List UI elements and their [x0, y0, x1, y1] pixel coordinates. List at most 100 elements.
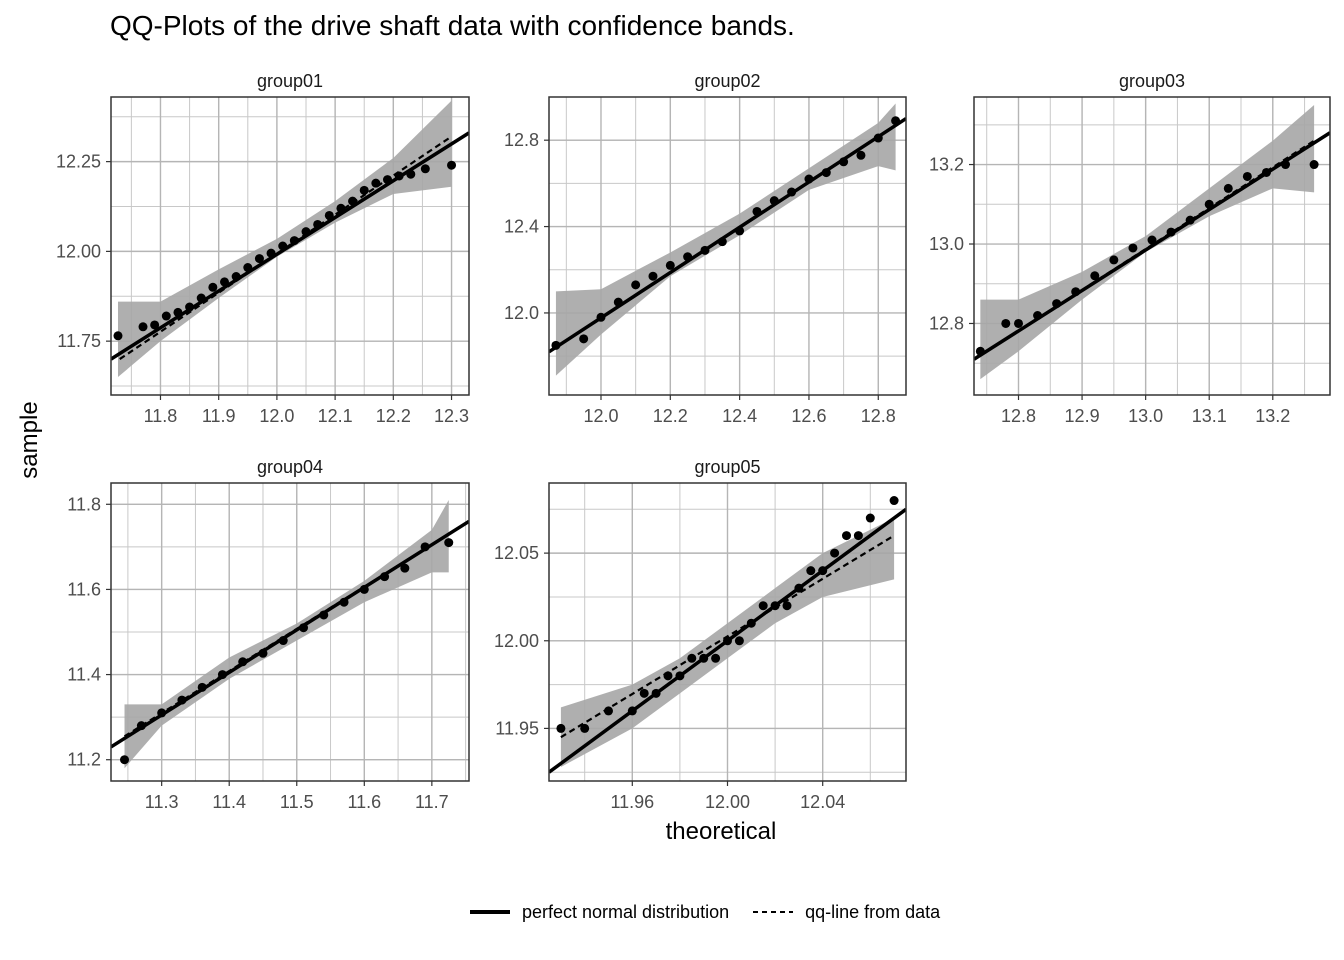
y-tick-label: 13.2: [929, 155, 964, 175]
legend-key-solid: [470, 910, 510, 914]
x-axis-title: theoretical: [665, 818, 777, 845]
data-point: [371, 178, 381, 188]
x-tick-label: 12.3: [434, 406, 469, 426]
x-tick-label: 12.04: [800, 792, 845, 812]
x-tick-label: 11.96: [610, 792, 654, 812]
data-point: [1166, 227, 1176, 237]
legend-label-qq: qq-line from data: [805, 901, 941, 922]
facet-panel: group05 11.96 12.00 12.04 11.95 12.00 12.05: [494, 457, 907, 812]
x-tick-label: 12.0: [583, 406, 618, 426]
data-point: [839, 157, 849, 167]
data-point: [380, 572, 390, 582]
data-point: [769, 196, 779, 206]
confidence-band: [117, 100, 452, 378]
panel-border: [110, 96, 470, 396]
line-qq-data: [123, 533, 450, 738]
data-point: [891, 116, 901, 126]
data-point: [580, 723, 590, 733]
data-point: [687, 653, 697, 663]
data-point: [278, 241, 288, 251]
data-point: [752, 206, 762, 216]
line-qq-data: [555, 124, 897, 349]
data-point: [794, 583, 804, 593]
data-point: [420, 164, 430, 174]
x-tick-label: 11.6: [347, 792, 381, 812]
data-point: [150, 320, 160, 330]
data-point: [853, 531, 863, 541]
y-tick-label: 12.25: [56, 152, 101, 172]
data-point: [806, 566, 816, 576]
data-point: [136, 721, 146, 731]
x-tick-label: 11.5: [280, 792, 314, 812]
data-point: [889, 496, 899, 506]
data-point: [138, 322, 148, 332]
x-tick-label: 12.2: [653, 406, 688, 426]
panel-plot-area: [974, 97, 1330, 395]
y-tick-label: 11.2: [67, 750, 101, 770]
data-point: [787, 187, 797, 197]
data-point: [842, 531, 851, 541]
x-tick-label: 12.0: [259, 406, 294, 426]
y-tick-label: 12.05: [494, 543, 539, 563]
x-tick-label: 12.8: [861, 406, 896, 426]
data-point: [1033, 311, 1043, 321]
data-point: [651, 688, 661, 698]
x-tick-label: 12.9: [1065, 406, 1100, 426]
data-point: [254, 254, 264, 264]
data-point: [220, 277, 230, 287]
data-point: [173, 307, 183, 317]
panel-plot-area: [111, 97, 469, 395]
x-tick-label: 11.9: [202, 406, 236, 426]
y-tick-label: 12.8: [504, 130, 539, 150]
x-tick-label: 12.1: [318, 406, 353, 426]
data-point: [161, 311, 171, 321]
x-tick-label: 12.4: [722, 406, 757, 426]
data-point: [665, 260, 675, 270]
data-point: [596, 312, 606, 322]
facet-strip-title: group05: [694, 457, 760, 477]
panel-border: [548, 96, 907, 396]
panel-plot-area: [549, 483, 906, 781]
data-point: [243, 263, 253, 273]
data-point: [359, 185, 369, 195]
facet-panel: group01 11.8 11.9 12.0 12.1 12.2 12.3 11.75 12.0…: [56, 71, 470, 426]
y-tick-label: 13.0: [929, 234, 964, 254]
data-point: [339, 597, 349, 607]
data-point: [723, 636, 732, 646]
y-tick-label: 12.00: [56, 241, 101, 261]
x-tick-label: 12.6: [791, 406, 826, 426]
facet-panel: group03 12.8 12.9 13.0 13.1 13.2 12.8 13.0 13.2: [929, 71, 1331, 426]
legend-key-dashed: [753, 911, 794, 913]
x-tick-label: 11.3: [145, 792, 179, 812]
data-point: [734, 636, 744, 646]
data-point: [735, 226, 745, 236]
data-point: [675, 671, 685, 681]
data-point: [1128, 243, 1138, 253]
data-point: [231, 272, 241, 282]
data-point: [394, 171, 404, 181]
data-point: [758, 601, 768, 611]
data-point: [804, 174, 814, 184]
data-point: [873, 133, 883, 143]
panel-border: [110, 482, 470, 782]
x-tick-label: 11.8: [144, 406, 178, 426]
facet-panel: group02 12.0 12.2 12.4 12.6 12.8 12.0 12.4 12.8: [504, 71, 907, 426]
data-point: [324, 210, 334, 220]
data-point: [579, 334, 589, 344]
data-point: [157, 708, 167, 718]
data-point: [278, 636, 288, 646]
data-point: [383, 175, 393, 185]
y-tick-label: 12.0: [504, 303, 539, 323]
data-point: [604, 706, 613, 716]
y-tick-label: 12.4: [504, 217, 539, 237]
y-tick-label: 12.00: [494, 631, 539, 651]
data-point: [444, 538, 454, 548]
data-point: [856, 150, 866, 160]
data-point: [699, 653, 709, 663]
data-point: [663, 671, 673, 681]
confidence-band: [980, 104, 1315, 380]
data-point: [301, 227, 311, 237]
y-tick-label: 11.95: [495, 718, 539, 738]
x-tick-label: 11.7: [415, 792, 449, 812]
facet-strip-title: group01: [257, 71, 323, 91]
